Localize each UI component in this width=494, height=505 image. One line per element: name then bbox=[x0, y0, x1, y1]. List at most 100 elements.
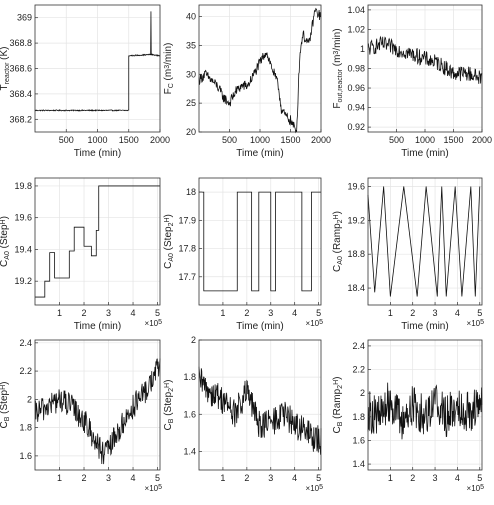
y-tick-label: 1.6 bbox=[352, 435, 365, 445]
x-tick-label: 2000 bbox=[150, 135, 170, 145]
series-line bbox=[34, 11, 161, 112]
x-tick-label: 3 bbox=[433, 473, 438, 483]
y-tick-label: 1.6 bbox=[183, 409, 196, 419]
x-tick-label: 500 bbox=[59, 135, 74, 145]
y-tick-label: 17.7 bbox=[178, 272, 196, 282]
y-tick-label: 0.92 bbox=[347, 122, 365, 132]
y-tick-label: 0.98 bbox=[347, 64, 365, 74]
y-tick-label: 1.8 bbox=[19, 423, 32, 433]
x-tick-label: 2000 bbox=[472, 135, 492, 145]
x-tick-label: 500 bbox=[222, 135, 237, 145]
y-tick-label: 17.9 bbox=[178, 215, 196, 225]
y-tick-label: 2.2 bbox=[19, 366, 32, 376]
x-tick-label: 3 bbox=[433, 308, 438, 318]
y-tick-label: 19.6 bbox=[14, 213, 32, 223]
x-tick-label: 3 bbox=[268, 473, 273, 483]
series-line bbox=[34, 358, 161, 465]
y-axis-label: Fout,reactor (m3/min) bbox=[332, 28, 344, 108]
y-tick-label: 1.6 bbox=[19, 451, 32, 461]
x-axis-multiplier: ×105 bbox=[145, 484, 163, 493]
y-tick-label: 1.02 bbox=[347, 24, 365, 34]
x-axis-multiplier: ×105 bbox=[306, 484, 324, 493]
y-axis-label: CB (Step2H) bbox=[163, 380, 175, 431]
x-tick-label: 2 bbox=[82, 308, 87, 318]
x-tick-label: 1 bbox=[57, 473, 62, 483]
y-tick-label: 19.4 bbox=[14, 244, 32, 254]
y-tick-label: 1.4 bbox=[352, 459, 365, 469]
chart-panel-3: 500 1000 1500 2000 0.92 0.94 0.96 0.98 1 1.02 1.04… bbox=[332, 4, 492, 159]
x-tick-label: 5 bbox=[316, 473, 321, 483]
axes-frame bbox=[34, 339, 161, 471]
axes-frame bbox=[367, 177, 483, 306]
x-tick-label: 2 bbox=[82, 473, 87, 483]
y-tick-label: 2 bbox=[360, 388, 365, 398]
chart-panel-2: 500 1000 1500 2000 20 25 30 35 40 Time (min) FC (m… bbox=[163, 4, 331, 159]
x-tick-label: 1000 bbox=[250, 135, 270, 145]
y-tick-label: 30 bbox=[186, 69, 196, 79]
x-tick-label: 500 bbox=[389, 135, 404, 145]
y-tick-label: 19.6 bbox=[347, 181, 365, 191]
plot-area bbox=[35, 178, 160, 305]
y-tick-label: 368.6 bbox=[9, 64, 32, 74]
x-tick-label: 3 bbox=[268, 308, 273, 318]
y-tick-label: 0.94 bbox=[347, 103, 365, 113]
series-line bbox=[367, 35, 483, 84]
x-tick-label: 2 bbox=[410, 308, 415, 318]
x-axis-label: Time (min) bbox=[236, 321, 283, 332]
y-tick-label: 40 bbox=[186, 12, 196, 22]
y-tick-label: 35 bbox=[186, 40, 196, 50]
x-axis-label: Time (min) bbox=[401, 321, 448, 332]
x-tick-label: 1 bbox=[388, 308, 393, 318]
x-axis-label: Time (min) bbox=[74, 148, 121, 159]
y-tick-label: 368.2 bbox=[9, 114, 32, 124]
y-axis-label: CB (Ramp2H) bbox=[332, 376, 344, 433]
y-axis-label: CA0 (Ramp2H) bbox=[332, 211, 344, 272]
y-tick-label: 20 bbox=[186, 127, 196, 137]
y-axis-label: Treactor (K) bbox=[0, 46, 11, 90]
x-tick-label: 1500 bbox=[443, 135, 463, 145]
series-line bbox=[199, 191, 321, 292]
x-tick-label: 4 bbox=[131, 473, 136, 483]
plot-area bbox=[199, 178, 321, 305]
x-tick-label: 4 bbox=[455, 308, 460, 318]
x-tick-label: 2000 bbox=[311, 135, 331, 145]
plot-area bbox=[35, 340, 160, 470]
y-tick-label: 1.8 bbox=[183, 372, 196, 382]
y-tick-label: 368.4 bbox=[9, 89, 32, 99]
x-tick-label: 4 bbox=[292, 308, 297, 318]
x-axis-label: Time (min) bbox=[74, 321, 121, 332]
axes-frame bbox=[367, 339, 483, 471]
x-axis-multiplier: ×105 bbox=[306, 319, 324, 328]
x-axis-multiplier: ×105 bbox=[467, 319, 485, 328]
x-axis-multiplier: ×105 bbox=[467, 484, 485, 493]
x-tick-label: 4 bbox=[131, 308, 136, 318]
x-axis-multiplier: ×105 bbox=[145, 319, 163, 328]
y-tick-label: 369 bbox=[17, 13, 32, 23]
chart-panel-8: 1 2 3 4 5 1.4 1.6 1.8 2 ×105 CB (Step2H) bbox=[163, 335, 323, 493]
x-tick-label: 5 bbox=[155, 308, 160, 318]
axes-frame bbox=[34, 177, 161, 306]
y-tick-label: 2.4 bbox=[19, 338, 32, 348]
y-tick-label: 17.8 bbox=[178, 244, 196, 254]
x-tick-label: 1 bbox=[57, 308, 62, 318]
x-tick-label: 5 bbox=[316, 308, 321, 318]
series-line bbox=[198, 7, 322, 134]
y-axis-label: CB (StepH) bbox=[0, 382, 11, 429]
y-axis-label: CA0 (StepH) bbox=[0, 216, 11, 267]
x-tick-label: 1 bbox=[220, 308, 225, 318]
x-tick-label: 2 bbox=[244, 308, 249, 318]
x-tick-label: 5 bbox=[477, 308, 482, 318]
y-tick-label: 2 bbox=[191, 335, 196, 345]
x-tick-label: 3 bbox=[106, 308, 111, 318]
x-tick-label: 1000 bbox=[87, 135, 107, 145]
y-tick-label: 19.2 bbox=[347, 215, 365, 225]
series-line bbox=[367, 186, 481, 297]
y-tick-label: 2 bbox=[27, 394, 32, 404]
x-tick-label: 5 bbox=[155, 473, 160, 483]
y-tick-label: 1.8 bbox=[352, 412, 365, 422]
y-tick-label: 2.4 bbox=[352, 341, 365, 351]
x-axis-label: Time (min) bbox=[236, 148, 283, 159]
y-tick-label: 0.96 bbox=[347, 83, 365, 93]
chart-panel-6: 1 2 3 4 5 18.4 18.8 19.2 19.6 ×105 Time (min) CA0 (… bbox=[332, 177, 485, 332]
